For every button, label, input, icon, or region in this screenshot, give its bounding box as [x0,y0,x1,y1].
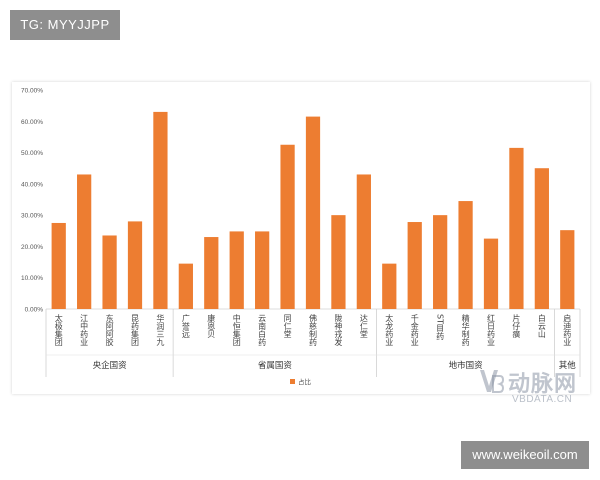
bar [102,235,117,309]
category-label: 红日药业 [487,313,496,346]
bar [331,215,346,309]
y-tick-label: 70.00% [21,88,43,95]
bar [204,237,219,309]
bar [229,231,244,309]
bar [153,111,168,310]
bar [255,231,270,309]
bar [178,263,193,309]
site-badge: www.weikeoil.com [461,441,589,469]
category-label: 启迪药业 [563,313,572,346]
y-tick-label: 60.00% [21,119,43,126]
watermark-en: VBDATA.CN [512,394,573,405]
category-label: 片仔癀 [512,313,521,339]
category-label: 千金药业 [410,313,419,346]
category-label: 康恩贝 [207,313,216,339]
bar [483,238,499,309]
y-tick-label: 10.00% [21,275,43,282]
bar [534,168,549,309]
bar [458,201,473,309]
category-label: 昆药集团 [131,314,140,347]
watermark-cn: 动脉网 [508,372,578,397]
category-label: 广誉远 [181,313,190,339]
category-label: 太极集团 [54,313,63,347]
y-tick-label: 40.00% [21,181,43,188]
bar [356,174,371,309]
y-tick-label: 50.00% [21,150,43,157]
chart-card: 0.00% 10.00% 20.00% 30.00% 40.00% 50.00% 60.00… [12,82,590,394]
vb-logo-icon [480,370,504,393]
bar [509,147,524,309]
category-label: 华润三九 [156,313,165,347]
category-label: 白云山 [537,313,546,339]
group-label: 省属国资 [258,360,293,371]
bar [433,215,448,309]
category-label: ST目药 [436,314,445,341]
category-label: 达仁堂 [359,313,368,338]
legend-label: 占比 [298,377,312,386]
category-label: 同仁堂 [283,314,292,338]
bar-chart: 0.00% 10.00% 20.00% 30.00% 40.00% 50.00% 60.00… [21,88,581,386]
group-label: 央企国资 [93,360,128,371]
watermark: 动脉网 VBDATA.CN [478,362,598,412]
group-label: 其他 [559,360,577,371]
y-tick-label: 30.00% [21,213,43,220]
legend-swatch [290,379,295,384]
bar [127,221,143,309]
category-label: 东阿阿胶 [105,313,114,347]
tg-badge: TG: MYYJJPP [10,10,120,40]
y-tick-label: 20.00% [21,244,43,251]
category-label: 中恒集团 [232,313,241,347]
group-label: 地市国资 [449,360,484,371]
category-label: 佛慈制药 [309,313,318,347]
category-label: 江中药业 [80,314,89,346]
bar [305,116,321,309]
bar [77,174,92,309]
bar [382,263,397,309]
bar [407,222,422,309]
bar [51,222,66,309]
bar [560,230,575,309]
category-label: 太龙药业 [385,313,394,346]
category-label: 陇神戎发 [334,313,343,347]
category-label: 精华制药 [461,313,470,347]
y-tick-label: 0.00% [25,307,44,314]
category-label: 云南白药 [258,314,267,347]
bar [280,144,295,309]
